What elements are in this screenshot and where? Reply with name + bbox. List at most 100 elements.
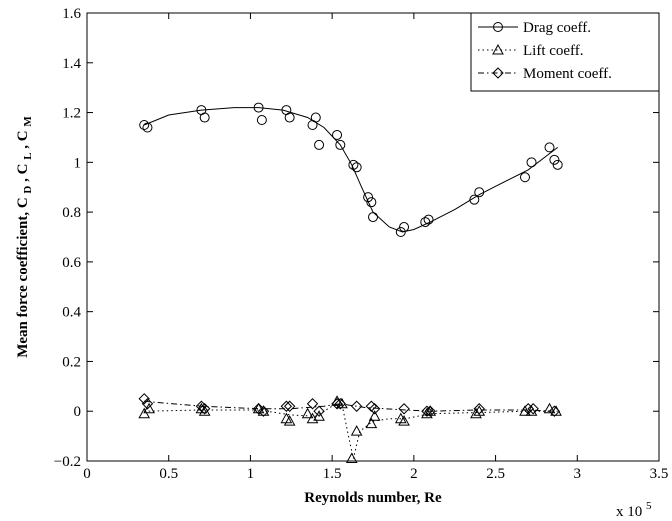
diamond-marker [522, 403, 534, 415]
triangle-marker [519, 405, 531, 416]
circle-marker [199, 112, 210, 123]
diamond-marker [350, 400, 363, 412]
diamond-marker [280, 400, 293, 412]
diamond-marker [313, 405, 325, 417]
circle-marker [544, 142, 555, 153]
circle-marker [139, 120, 150, 130]
x-axis-label: Reynolds number, Re [304, 490, 442, 506]
circle-marker [310, 112, 321, 123]
x-axis-exponent: x 10 5 [616, 500, 652, 520]
x-tick-label: 0.5 [159, 466, 178, 482]
circle-marker [366, 197, 377, 208]
diamond-marker [141, 398, 154, 410]
circle-marker [363, 192, 374, 203]
triangle-marker [398, 415, 410, 426]
circle-marker [552, 159, 563, 170]
diamond-marker [527, 403, 539, 415]
y-axis-label-sep-2: , C [15, 130, 31, 148]
x-axis: 0 0.5 1 1.5 2 2.5 3 3.5 [83, 13, 668, 482]
diamond-marker [257, 405, 270, 417]
diamond-marker [365, 400, 378, 412]
y-tick-label: 1.4 [62, 56, 81, 72]
circle-marker [549, 154, 560, 165]
circle-marker [399, 222, 410, 233]
circle-marker [256, 115, 267, 126]
circle-marker [284, 112, 295, 123]
legend-triangle-marker [492, 43, 504, 55]
x-tick-label: 0 [83, 466, 91, 482]
x-tick-label: 1 [247, 466, 255, 482]
diamond-marker [331, 398, 343, 410]
circle-marker [253, 102, 264, 113]
circle-marker [368, 212, 378, 223]
diamond-marker [334, 398, 347, 410]
circle-marker [526, 157, 537, 168]
x-tick-label: 3.5 [650, 466, 669, 482]
diamond-marker [138, 393, 150, 405]
diamond-marker [198, 403, 211, 415]
y-axis-label-main: Mean force coefficient, C [15, 197, 31, 357]
triangle-marker [301, 407, 314, 419]
circle-marker [348, 159, 359, 170]
diamond-marker [368, 403, 381, 415]
circle-marker [351, 162, 362, 173]
circle-marker [142, 122, 153, 133]
x-tick-label: 3 [574, 466, 582, 482]
y-axis-label-sub-m: M [22, 116, 34, 127]
y-axis: −0.2 0 0.2 0.4 0.6 0.8 1 1.2 1.4 1.6 [54, 6, 659, 470]
x-tick-label: 2 [410, 466, 418, 482]
diamond-marker [283, 400, 296, 412]
diamond-marker [195, 400, 208, 412]
circle-marker [519, 172, 530, 183]
circle-marker [420, 217, 431, 228]
triangle-marker [525, 405, 538, 416]
y-tick-label: 0.4 [62, 305, 81, 321]
circle-marker [335, 139, 346, 150]
y-axis-label-sep-1: , C [15, 164, 31, 182]
y-tick-label: 1.2 [62, 106, 81, 122]
circle-marker [469, 194, 480, 205]
x-tick-label: 2.5 [486, 466, 505, 482]
series-layer [138, 102, 563, 464]
diamond-marker [252, 403, 265, 415]
x-axis-exponent-base: x 10 [616, 504, 642, 520]
triangle-marker [313, 410, 325, 421]
y-axis-label-sub-d: D [22, 186, 34, 194]
y-tick-label: 0 [74, 404, 82, 420]
legend-label: Lift coeff. [523, 43, 584, 59]
diamond-marker [421, 405, 433, 417]
triangle-marker [283, 415, 296, 426]
y-tick-label: 0.8 [62, 205, 81, 221]
y-tick-label: 1 [74, 155, 82, 171]
x-tick-label: 1.5 [323, 466, 342, 482]
diamond-marker [473, 403, 485, 415]
series-circle [139, 102, 563, 238]
circle-marker [474, 187, 485, 198]
diamond-marker [398, 403, 410, 415]
circle-marker [423, 214, 434, 225]
diamond-marker [306, 398, 319, 410]
circle-marker [314, 139, 325, 150]
series-line [144, 403, 558, 459]
circle-marker [332, 129, 343, 140]
y-tick-label: 0.2 [62, 354, 81, 370]
triangle-marker [345, 452, 358, 464]
legend-circle-marker [493, 22, 503, 32]
legend-diamond-marker [492, 67, 504, 79]
diamond-marker [548, 405, 561, 417]
y-axis-label-sub-l: L [22, 152, 34, 159]
circle-marker [395, 227, 406, 238]
legend: Drag coeff. Lift coeff. Moment coeff. [470, 12, 660, 92]
legend-label: Drag coeff. [523, 20, 591, 36]
legend-label: Moment coeff. [523, 66, 612, 82]
y-tick-label: 0.6 [62, 255, 81, 271]
x-axis-exponent-power: 5 [646, 500, 652, 512]
diamond-marker [424, 405, 436, 417]
y-tick-label: −0.2 [54, 454, 81, 470]
triangle-marker [368, 410, 381, 421]
triangle-marker [365, 417, 378, 429]
triangle-marker [350, 425, 363, 436]
y-tick-label: 1.6 [62, 6, 81, 22]
y-axis-label: Mean force coefficient, C D , C L , C M [15, 116, 35, 358]
